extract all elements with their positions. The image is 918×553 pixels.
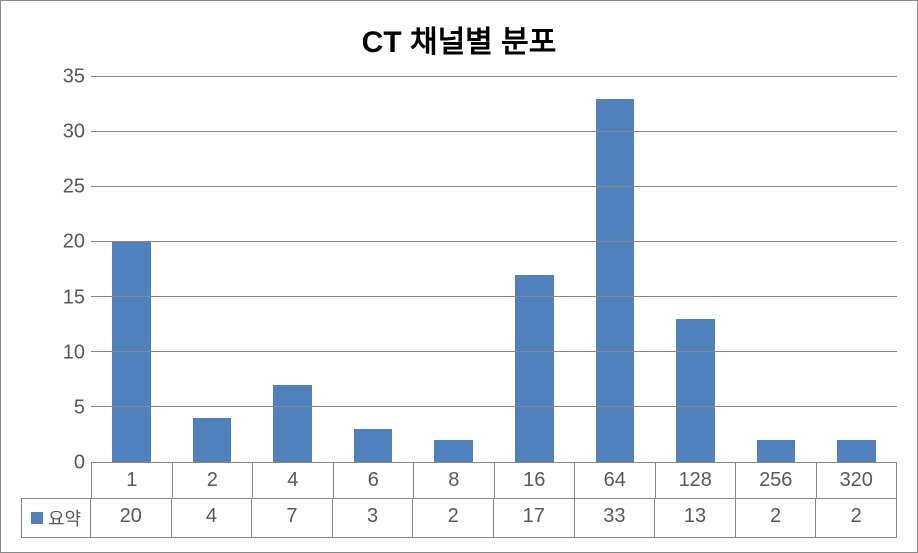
bar-slot <box>494 77 575 462</box>
y-tick-label: 25 <box>63 176 85 199</box>
bar-slot <box>736 77 817 462</box>
bar <box>273 385 312 462</box>
bar <box>596 99 635 462</box>
category-row: 124681664128256320 <box>21 463 897 499</box>
gridline <box>91 131 897 132</box>
category-cell: 1 <box>91 463 173 499</box>
y-tick-label: 30 <box>63 121 85 144</box>
bar <box>112 242 151 462</box>
bar <box>676 319 715 462</box>
category-cells: 124681664128256320 <box>91 463 897 499</box>
data-cell: 17 <box>494 499 575 538</box>
data-cell: 3 <box>333 499 414 538</box>
plot-wrap: 05101520253035 124681664128256320 요약 204… <box>21 77 897 538</box>
gridline <box>91 296 897 297</box>
category-cell: 320 <box>817 463 898 499</box>
bar-slot <box>333 77 414 462</box>
bar-slot <box>252 77 333 462</box>
category-cell: 8 <box>414 463 495 499</box>
bar-slot <box>413 77 494 462</box>
chart-title: CT 채널별 분포 <box>21 17 897 61</box>
gridline <box>91 76 897 77</box>
data-cell: 7 <box>252 499 333 538</box>
y-axis: 05101520253035 <box>21 77 91 463</box>
category-cell: 128 <box>656 463 737 499</box>
bar <box>434 440 473 462</box>
y-tick-label: 35 <box>63 66 85 89</box>
data-cell: 13 <box>655 499 736 538</box>
category-cell: 64 <box>575 463 656 499</box>
bars-group <box>91 77 897 462</box>
category-cell: 256 <box>736 463 817 499</box>
bar <box>837 440 876 462</box>
gridline <box>91 406 897 407</box>
legend-label: 요약 <box>48 505 81 531</box>
legend-cell: 요약 <box>21 499 91 538</box>
y-tick-label: 10 <box>63 341 85 364</box>
y-tick-label: 5 <box>74 396 85 419</box>
gridline <box>91 186 897 187</box>
bar-slot <box>575 77 656 462</box>
bar-slot <box>816 77 897 462</box>
y-tick-label: 0 <box>74 452 85 475</box>
category-cell: 4 <box>253 463 334 499</box>
data-cell: 2 <box>413 499 494 538</box>
data-cell: 20 <box>91 499 172 538</box>
bar <box>193 418 232 462</box>
bar <box>757 440 796 462</box>
bar <box>354 429 393 462</box>
y-tick-label: 15 <box>63 286 85 309</box>
data-table-row: 요약 20473217331322 <box>21 499 897 538</box>
category-cell: 6 <box>334 463 415 499</box>
category-cell: 2 <box>173 463 254 499</box>
bar-slot <box>91 77 172 462</box>
data-cell: 4 <box>172 499 253 538</box>
bar-slot <box>172 77 253 462</box>
bar-slot <box>655 77 736 462</box>
data-cell: 2 <box>816 499 897 538</box>
plot-area <box>91 77 897 463</box>
bar <box>515 275 554 462</box>
data-cell: 33 <box>575 499 656 538</box>
data-cells: 20473217331322 <box>91 499 897 538</box>
legend-swatch-icon <box>31 512 43 524</box>
plot-row: 05101520253035 <box>21 77 897 463</box>
data-cell: 2 <box>736 499 817 538</box>
chart-container: CT 채널별 분포 05101520253035 124681664128256… <box>0 0 918 553</box>
gridline <box>91 241 897 242</box>
gridline <box>91 351 897 352</box>
category-cell: 16 <box>495 463 576 499</box>
y-tick-label: 20 <box>63 231 85 254</box>
